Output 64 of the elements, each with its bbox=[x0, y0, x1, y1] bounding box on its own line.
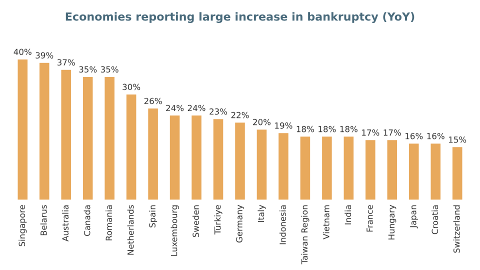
x-tick-label: Australia bbox=[62, 205, 69, 242]
data-label: 22% bbox=[231, 112, 249, 118]
data-label: 35% bbox=[79, 66, 97, 73]
x-tick-label: Germany bbox=[236, 204, 244, 242]
x-tick-label: Hungary bbox=[388, 204, 396, 240]
bar bbox=[104, 76, 114, 200]
data-label: 20% bbox=[253, 118, 271, 126]
bar bbox=[387, 140, 398, 200]
x-tick-label: Switzerland bbox=[453, 205, 460, 253]
data-label: 26% bbox=[144, 98, 162, 104]
bar bbox=[322, 136, 332, 200]
bar bbox=[344, 136, 354, 200]
data-label: 30% bbox=[122, 84, 140, 90]
data-label: 37% bbox=[57, 59, 75, 66]
x-tick-label: Spain bbox=[149, 205, 158, 228]
bar bbox=[430, 144, 441, 200]
x-tick-label: Italy bbox=[258, 204, 266, 222]
x-tick-label: Singapore bbox=[18, 205, 27, 246]
bar bbox=[256, 130, 267, 200]
bar bbox=[213, 119, 224, 200]
x-tick-label: Sweden bbox=[192, 205, 199, 238]
x-tick-label: Croatia bbox=[432, 205, 438, 234]
x-tick-label: Japan bbox=[410, 205, 418, 228]
data-label: 17% bbox=[384, 129, 401, 136]
x-tick-label: Taiwan Region bbox=[301, 205, 310, 264]
data-label: 23% bbox=[210, 108, 228, 115]
bar bbox=[366, 140, 376, 200]
data-label: 18% bbox=[296, 126, 314, 132]
x-tick-label: Canada bbox=[84, 205, 90, 236]
data-label: 24% bbox=[166, 104, 184, 112]
data-label: 15% bbox=[449, 136, 466, 143]
data-label: 19% bbox=[275, 122, 292, 129]
bar bbox=[61, 70, 72, 200]
data-label: 40% bbox=[14, 48, 32, 56]
x-tick-label: France bbox=[366, 205, 373, 232]
x-tick-label: Vietnam bbox=[322, 205, 330, 240]
bar bbox=[148, 108, 158, 200]
data-label: 24% bbox=[188, 104, 206, 112]
bar bbox=[126, 94, 136, 200]
data-label: 16% bbox=[427, 132, 444, 140]
data-label: 18% bbox=[340, 126, 358, 132]
bar bbox=[452, 147, 462, 200]
data-label: 17% bbox=[362, 129, 380, 136]
bar bbox=[39, 62, 50, 200]
x-tick-label: Luxembourg bbox=[170, 205, 179, 256]
x-tick-label: Belarus bbox=[40, 205, 47, 236]
data-label: 16% bbox=[406, 132, 423, 140]
data-label: 35% bbox=[100, 66, 118, 73]
data-label: 18% bbox=[318, 126, 336, 132]
bar bbox=[235, 122, 245, 200]
bar bbox=[300, 136, 310, 200]
x-tick-label: Indonesia bbox=[279, 205, 286, 244]
bar bbox=[408, 144, 419, 200]
x-tick-label: Romania bbox=[106, 205, 112, 240]
bar bbox=[278, 133, 288, 200]
bar bbox=[192, 116, 202, 200]
x-tick-label: India bbox=[344, 205, 352, 224]
x-tick-label: Netherlands bbox=[127, 205, 134, 255]
data-label: 39% bbox=[36, 52, 54, 59]
bar bbox=[18, 59, 28, 200]
chart-title: Economies reporting large increase in bankruptcy (YoY) bbox=[66, 12, 414, 23]
bar bbox=[170, 116, 180, 200]
x-tick-label: Türkiye bbox=[214, 205, 222, 235]
bar bbox=[82, 76, 93, 200]
